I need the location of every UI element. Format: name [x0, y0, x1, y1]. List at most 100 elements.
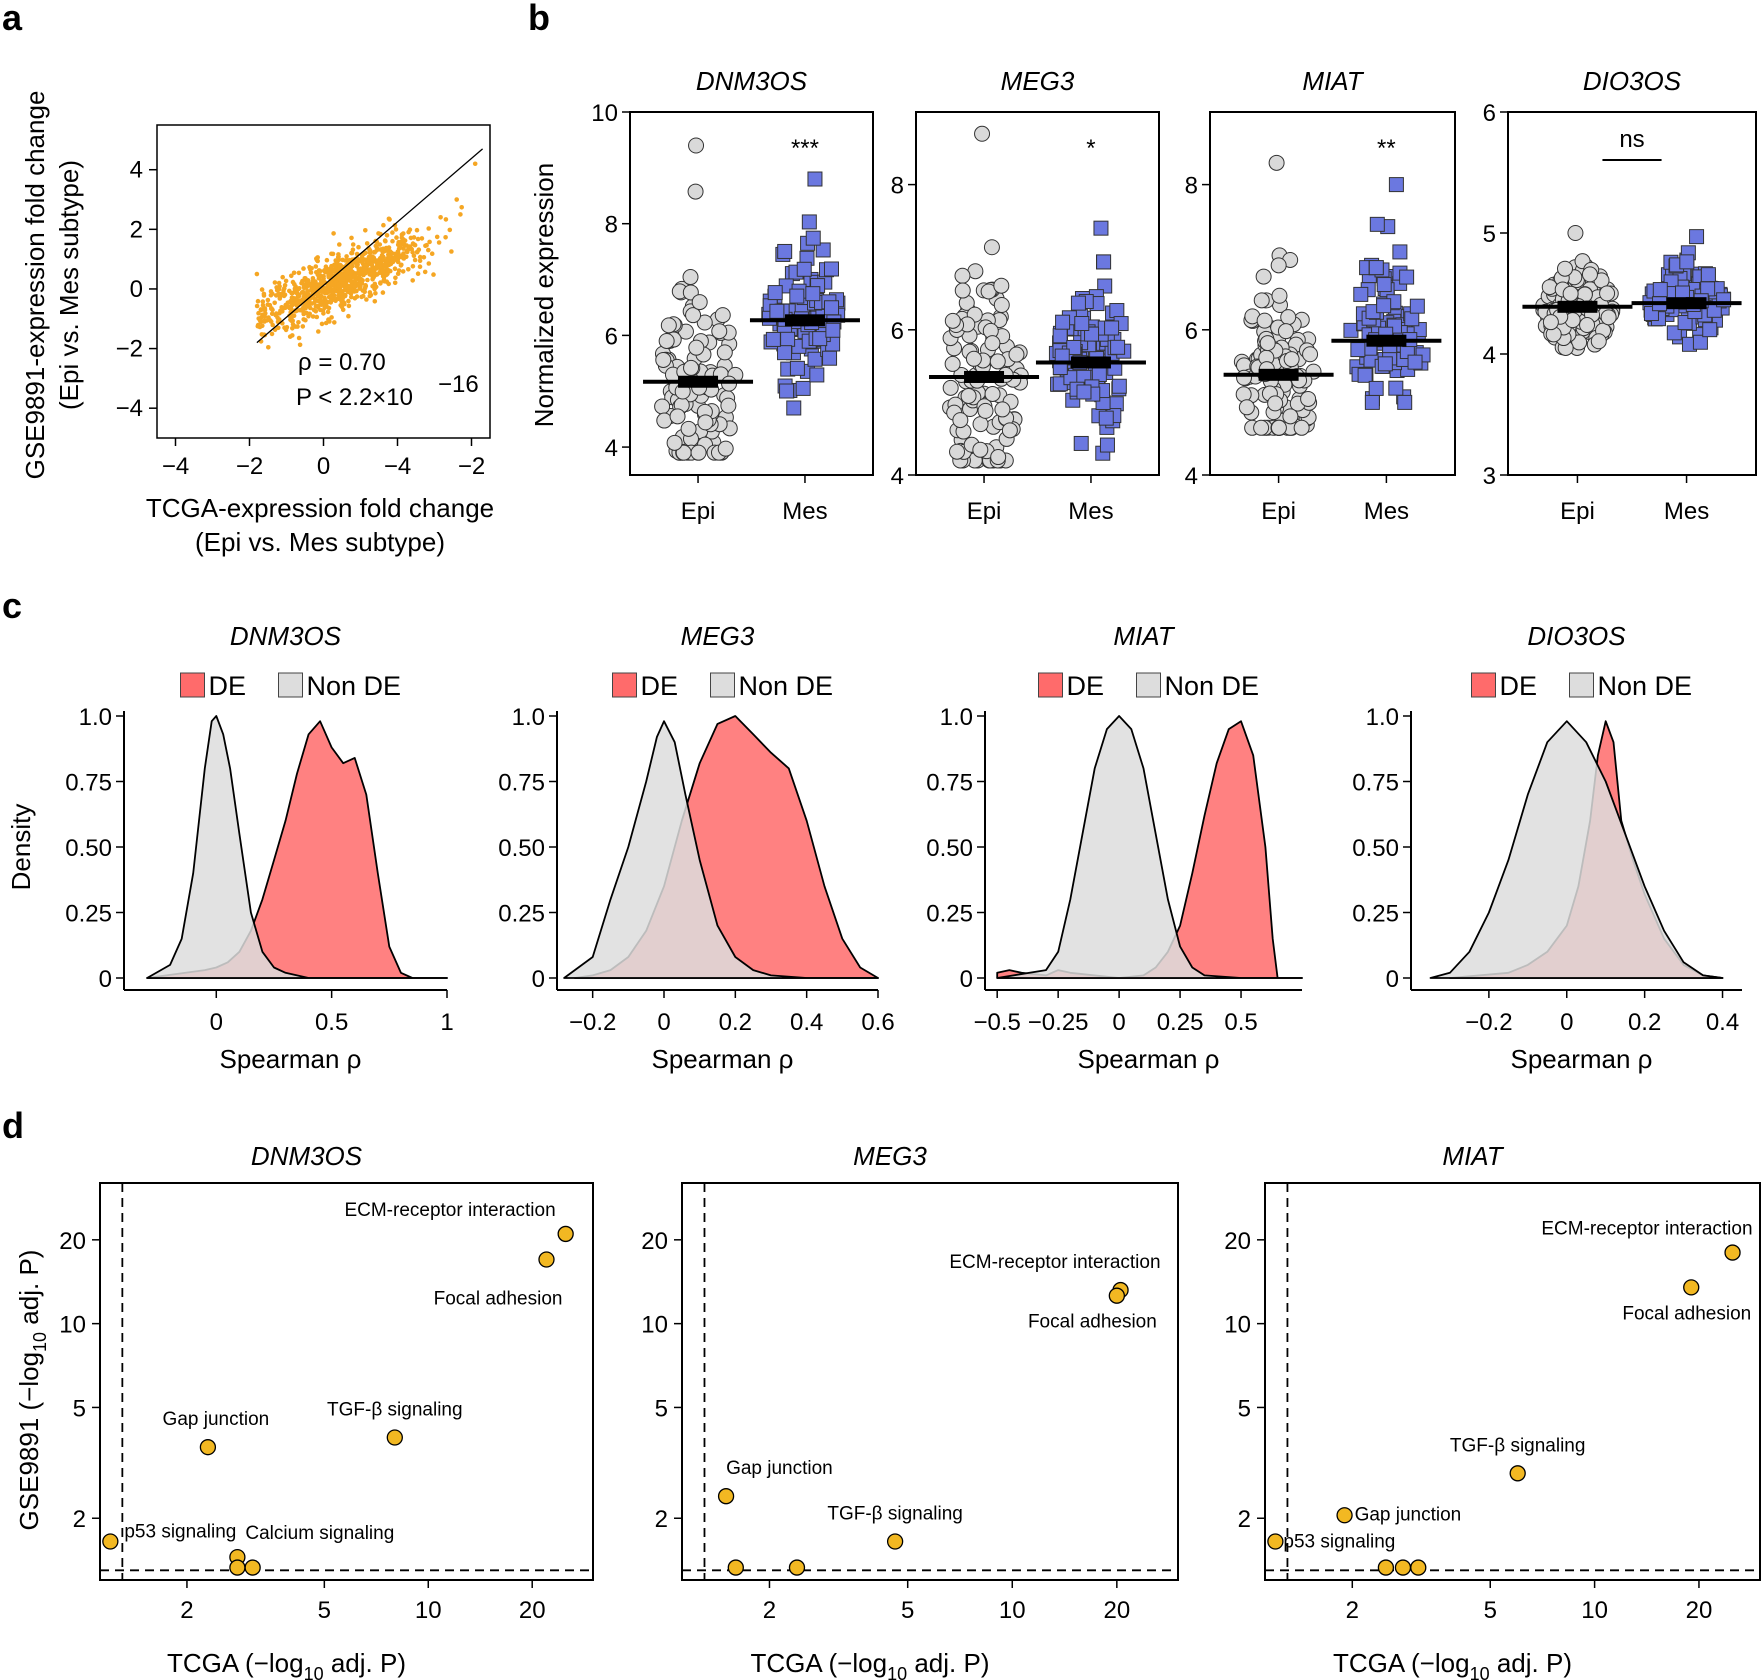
pathway-point [727, 1559, 744, 1576]
scatter-point [364, 241, 370, 246]
data-point [1268, 154, 1285, 171]
plot-frame [1264, 1182, 1761, 1581]
scatter-point [380, 290, 386, 295]
scatter-point [377, 242, 383, 247]
scatter-point [261, 307, 266, 312]
data-point [765, 331, 781, 347]
data-point [805, 286, 821, 302]
data-point [1055, 314, 1071, 330]
scatter-point [410, 264, 416, 269]
y-tick-label: 20 [1224, 1228, 1251, 1255]
scatter-point [329, 272, 334, 278]
gene-title: DIO3OS [1583, 66, 1682, 96]
data-point [1376, 277, 1392, 293]
subplot-meg3: MEG3 2 5 10 20 2 5 10 20 ECM-receptor interaction… [641, 1141, 1179, 1680]
data-point [809, 367, 825, 383]
y-axis-label-end: adj. P) [14, 1250, 44, 1332]
scatter-point [408, 235, 414, 241]
scatter-point [352, 274, 358, 279]
pathway-point [717, 1488, 735, 1505]
x-tick-label: 0 [657, 1009, 670, 1036]
scatter-point [384, 233, 390, 238]
x-tick-label: −2 [236, 453, 263, 480]
scatter-point [345, 275, 351, 281]
scatter-point [383, 238, 388, 244]
pathway-label: Gap junction [726, 1458, 833, 1479]
data-point [696, 314, 713, 331]
data-point [949, 443, 966, 460]
pathway-label: Focal adhesion [1622, 1303, 1751, 1324]
scatter-point [346, 303, 352, 309]
scatter-point [287, 313, 292, 319]
scatter-point [321, 311, 326, 316]
scatter-point [349, 250, 355, 256]
data-point [1253, 419, 1270, 436]
scatter-point [354, 264, 360, 269]
scatter-point [400, 269, 406, 274]
x-tick-label: Epi [1261, 498, 1296, 525]
data-point [691, 294, 708, 311]
pathway-label: p53 signaling [124, 1521, 236, 1542]
scatter-point [305, 280, 310, 285]
x-axis-label-text: TCGA (−log [167, 1648, 304, 1678]
y-tick-label: 2 [1238, 1506, 1251, 1533]
scatter-point [299, 306, 305, 312]
scatter-point [378, 264, 383, 270]
y-tick-label: 8 [1185, 173, 1198, 200]
x-tick-label: Epi [681, 498, 716, 525]
mes-points [1642, 229, 1732, 352]
scatter-point [335, 260, 340, 266]
scatter-point [332, 263, 338, 269]
panel-letter-a: a [2, 0, 23, 38]
scatter-point [362, 289, 368, 295]
scatter-point [424, 242, 429, 248]
density-nonde [1429, 720, 1724, 979]
data-point [1357, 367, 1373, 383]
scatter-point [265, 297, 271, 303]
scatter-point [316, 276, 322, 281]
panel-a-scatter: 4 2 0 −2 −4 −4 −2 0 −4 −2 ρ = 0.70 P < 2.2×10 −16 TCG… [20, 91, 494, 557]
scatter-point [417, 254, 423, 260]
y-tick-label: 2 [73, 1506, 86, 1533]
data-point [1407, 354, 1423, 370]
sem-bar [964, 370, 1005, 383]
y-axis-label-line2: (Epi vs. Mes subtype) [54, 160, 84, 410]
scatter-point [324, 257, 330, 263]
pathway-point [1267, 1533, 1284, 1550]
data-point [1098, 410, 1114, 426]
scatter-point [316, 329, 321, 334]
scatter-points [254, 161, 478, 350]
data-point [789, 288, 805, 304]
x-axis-label-end: adj. P) [907, 1648, 989, 1678]
data-point [1111, 378, 1127, 394]
scatter-point [426, 261, 432, 266]
scatter-point [317, 268, 323, 274]
scatter-point [393, 227, 399, 232]
scatter-point [313, 297, 318, 303]
scatter-point [350, 242, 356, 247]
data-point [1590, 333, 1607, 350]
sem-bar [678, 375, 719, 388]
y-tick-label: 0.50 [926, 835, 973, 862]
scatter-point [395, 259, 401, 265]
data-point [1376, 298, 1392, 314]
subplot-miat: MIAT 2 5 10 20 2 5 10 20 ECM-receptor interaction… [1224, 1141, 1761, 1680]
data-point [1377, 356, 1393, 372]
data-point [1571, 334, 1588, 351]
x-tick-label: 0 [1112, 1009, 1125, 1036]
data-point [1599, 285, 1616, 302]
data-point [983, 239, 1000, 256]
scatter-point [365, 277, 370, 283]
y-tick-label: 20 [59, 1228, 86, 1255]
legend-swatch-nonde [710, 672, 735, 698]
data-point [1679, 254, 1695, 270]
data-point [780, 331, 796, 347]
pathway-label: ECM-receptor interaction [949, 1252, 1160, 1273]
data-point [1073, 435, 1089, 451]
scatter-point [373, 291, 378, 296]
scatter-point [301, 266, 306, 271]
y-tick-label: 1.0 [79, 704, 112, 731]
scatter-point [276, 280, 282, 286]
data-point [685, 307, 702, 324]
scatter-point [334, 276, 340, 281]
